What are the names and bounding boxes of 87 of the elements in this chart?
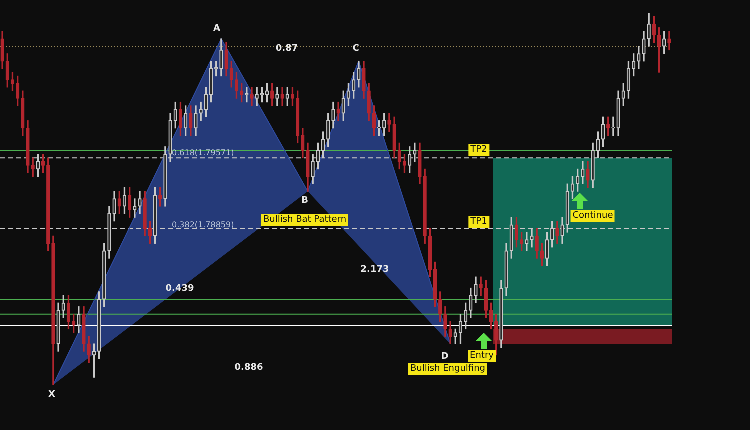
candlestick xyxy=(616,90,620,136)
candlestick xyxy=(484,280,488,318)
annotation: 0.886 xyxy=(234,363,264,373)
annotation: Bullish Bat Pattern xyxy=(261,214,349,226)
candlestick xyxy=(102,243,106,308)
text: X xyxy=(48,390,56,400)
annotation: 0.382(1.78859) xyxy=(172,220,234,230)
candlestick xyxy=(82,306,86,352)
candlestick xyxy=(357,61,361,88)
candlestick xyxy=(194,106,198,136)
candlestick xyxy=(372,106,376,136)
candlestick xyxy=(290,87,295,106)
annotation: Entry xyxy=(468,350,496,362)
candlestick xyxy=(26,120,30,174)
annotation: D xyxy=(441,352,449,362)
candlestick xyxy=(158,188,162,207)
candlestick xyxy=(97,292,102,360)
candlestick xyxy=(56,302,60,352)
candlestick xyxy=(444,306,448,337)
candlestick xyxy=(612,116,616,136)
annotation: 0.618(1.79571) xyxy=(172,148,234,158)
candlestick xyxy=(418,142,422,184)
candlestick xyxy=(189,106,193,136)
candlestick xyxy=(469,288,473,318)
candlestick xyxy=(143,191,147,237)
candlestick xyxy=(199,102,203,122)
candlestick xyxy=(479,276,483,296)
candlestick xyxy=(520,232,524,252)
candlestick xyxy=(77,306,81,334)
candlestick xyxy=(46,158,50,252)
candlestick xyxy=(388,113,392,132)
candlestick xyxy=(392,116,396,158)
candlestick xyxy=(250,87,254,106)
candlestick xyxy=(545,232,550,266)
candlestick xyxy=(514,217,519,248)
candlestick xyxy=(454,328,458,344)
candlestick xyxy=(438,292,442,322)
candlestick xyxy=(500,280,504,348)
candlestick xyxy=(668,31,672,51)
candlestick xyxy=(41,154,46,174)
annotation: 2.173 xyxy=(360,265,390,275)
candlestick xyxy=(362,61,366,99)
candlestick xyxy=(6,54,10,88)
candlestick xyxy=(21,90,25,136)
candlestick xyxy=(504,243,508,296)
annotation: A xyxy=(214,24,220,34)
candlestick xyxy=(133,198,137,218)
candlestick xyxy=(474,276,478,304)
candlestick xyxy=(525,232,529,252)
candlestick xyxy=(647,13,651,47)
candlestick xyxy=(402,154,407,174)
candlestick xyxy=(601,116,606,148)
annotation: 0.87 xyxy=(276,44,298,54)
candlestick xyxy=(112,191,116,222)
candlestick xyxy=(332,102,336,129)
annotation: TP1 xyxy=(468,216,490,228)
annotation: B xyxy=(302,196,308,206)
candlestick xyxy=(367,83,371,122)
candlestick xyxy=(0,31,4,70)
candlestick xyxy=(286,87,290,106)
candlestick xyxy=(255,87,259,106)
candlestick xyxy=(642,31,646,62)
candlestick xyxy=(280,87,284,106)
candlestick xyxy=(535,228,539,259)
candlestick xyxy=(92,344,96,378)
candlestick xyxy=(31,158,35,178)
candlestick xyxy=(662,31,666,54)
annotation: Continue xyxy=(570,210,616,222)
candlestick xyxy=(224,42,228,77)
candlestick xyxy=(423,168,427,244)
candlestick xyxy=(220,38,224,77)
candlestick xyxy=(52,236,56,385)
annotation: TP2 xyxy=(468,144,490,156)
annotation: C xyxy=(352,44,360,54)
candlestick xyxy=(276,87,280,106)
candlestick xyxy=(296,90,300,144)
candlestick xyxy=(122,188,127,214)
annotation: Bullish Engulfing xyxy=(408,363,488,375)
candlestick xyxy=(138,191,142,214)
candlestick xyxy=(326,113,330,148)
candlestick xyxy=(336,102,340,122)
candlestick xyxy=(128,188,132,218)
candlestick xyxy=(342,90,346,122)
candlestick xyxy=(301,128,305,158)
annotation: 0.439 xyxy=(166,284,194,294)
candlestick xyxy=(184,106,188,136)
candlestick xyxy=(306,142,310,192)
